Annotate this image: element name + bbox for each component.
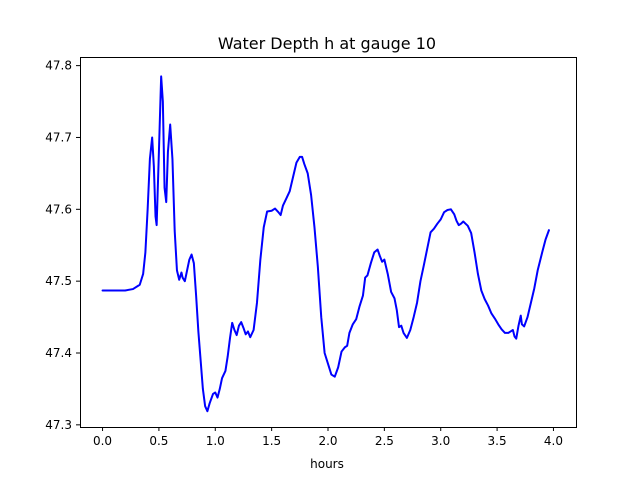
- chart-title: Water Depth h at gauge 10: [218, 34, 436, 53]
- y-tick-label: 47.4: [45, 346, 72, 360]
- series-line-water-depth: [101, 75, 550, 413]
- x-tick-label: 1.5: [262, 434, 281, 448]
- y-tick-label: 47.6: [45, 202, 72, 216]
- x-tick-label: 2.5: [375, 434, 394, 448]
- y-tick-label: 47.7: [45, 130, 72, 144]
- x-tick-label: 3.5: [488, 434, 507, 448]
- x-tick-label: 1.0: [206, 434, 225, 448]
- x-tick-label: 4.0: [544, 434, 563, 448]
- x-tick-label: 0.5: [149, 434, 168, 448]
- y-tick-label: 47.8: [45, 59, 72, 73]
- y-axis: 47.3 47.4 47.5 47.6 47.7 47.8: [45, 59, 80, 432]
- y-tick-label: 47.5: [45, 274, 72, 288]
- plot-area: [101, 75, 550, 413]
- plot-frame: [80, 57, 577, 428]
- x-tick-label: 0.0: [93, 434, 112, 448]
- x-tick-label: 3.0: [431, 434, 450, 448]
- y-tick-label: 47.3: [45, 418, 72, 432]
- x-axis-label: hours: [310, 457, 344, 471]
- x-tick-label: 2.0: [318, 434, 337, 448]
- x-axis: 0.0 0.5 1.0 1.5 2.0 2.5 3.0 3.5 4.0: [93, 427, 563, 448]
